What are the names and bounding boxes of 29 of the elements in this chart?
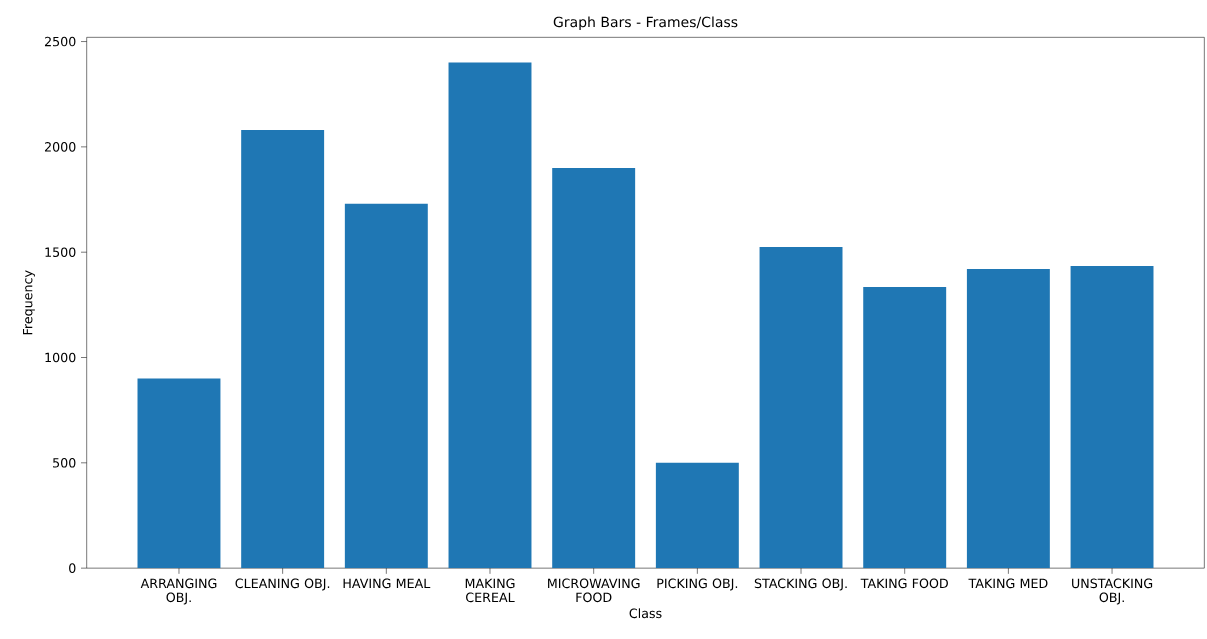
x-axis-title: Class — [629, 608, 662, 619]
bar — [759, 247, 843, 569]
x-tick-label: MAKING CEREAL — [465, 578, 515, 603]
x-tick-label: PICKING OBJ. — [657, 578, 738, 591]
bar — [863, 287, 947, 569]
y-axis-title: Frequency — [23, 270, 35, 335]
y-tick-label: 2000 — [44, 142, 76, 152]
bar — [552, 168, 636, 569]
bar — [966, 269, 1050, 569]
bar — [137, 378, 221, 569]
x-tick-label: STACKING OBJ. — [754, 578, 847, 591]
y-tick-label: 1000 — [45, 352, 76, 363]
bar — [448, 62, 532, 569]
y-tick-label: 0 — [69, 563, 76, 574]
bar — [241, 130, 325, 569]
bar — [344, 203, 428, 569]
x-tick-label: CLEANING OBJ. — [235, 578, 330, 591]
x-tick-label: TAKING FOOD — [860, 578, 948, 589]
x-tick-label: MICROWAVING FOOD — [548, 578, 640, 603]
y-tick-label: 2500 — [44, 36, 76, 47]
y-tick-label: 1500 — [45, 247, 76, 258]
x-tick-label: TAKING MED — [968, 578, 1048, 589]
x-tick-label: UNSTACKING OBJ. — [1072, 578, 1153, 605]
x-tick-label: HAVING MEAL — [343, 578, 431, 589]
bar — [655, 462, 739, 569]
y-tick-label: 500 — [53, 458, 76, 468]
chart-title: Graph Bars - Frames/Class — [553, 16, 738, 31]
bar — [1070, 265, 1154, 569]
x-tick-label: ARRANGING OBJ. — [140, 578, 217, 605]
